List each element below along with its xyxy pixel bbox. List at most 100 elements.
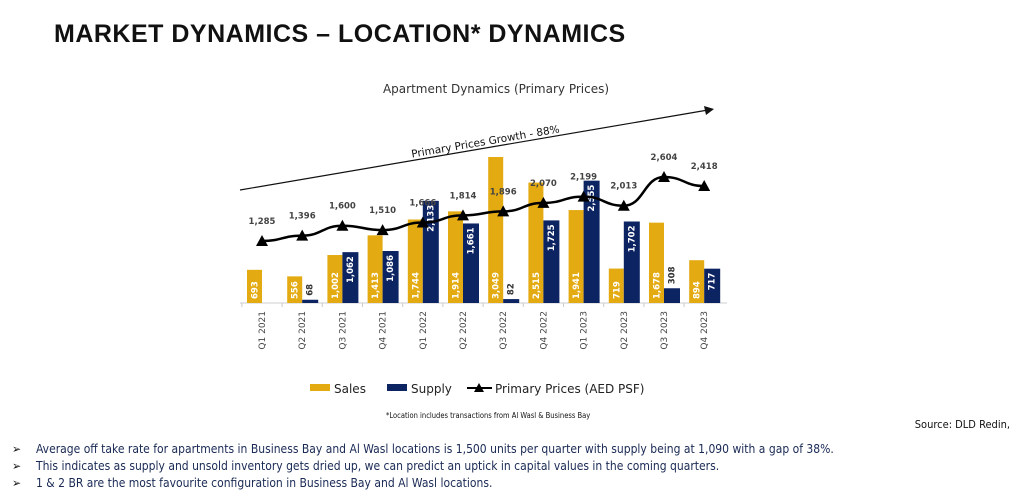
legend-swatch-sales	[310, 384, 330, 391]
supply-bar	[302, 299, 319, 303]
arrow-bullet-icon: ➢	[12, 442, 22, 456]
price-data-label: 1,600	[329, 202, 356, 212]
sales-bar	[689, 260, 705, 303]
bullet-item: ➢ Average off take rate for apartments in…	[12, 441, 834, 458]
x-tick-label: Q1 2021	[258, 311, 268, 350]
sales-data-label: 1,678	[653, 272, 663, 299]
arrow-bullet-icon: ➢	[12, 459, 22, 473]
price-data-label: 1,285	[249, 217, 276, 227]
supply-bar	[503, 299, 520, 303]
supply-bar	[543, 220, 560, 303]
sales-bar	[327, 255, 343, 303]
sales-data-label: 556	[291, 281, 301, 299]
bullet-text: Average off take rate for apartments in …	[36, 442, 834, 456]
x-tick-label: Q1 2023	[580, 311, 590, 350]
price-marker-triangle-icon	[376, 224, 389, 236]
sales-bar	[407, 219, 423, 303]
price-data-label: 1,510	[369, 206, 396, 216]
price-data-label: 1,666	[409, 199, 436, 209]
legend-label-supply: Supply	[411, 382, 452, 396]
supply-data-label: 1,086	[386, 255, 396, 282]
sales-data-label: 2,515	[532, 272, 542, 299]
supply-data-label: 1,725	[547, 224, 557, 251]
supply-data-label: 2,133	[426, 205, 436, 232]
sales-data-label: 1,941	[572, 272, 582, 299]
supply-data-label: 308	[668, 266, 678, 284]
supply-bar	[623, 221, 640, 303]
sales-data-label: 894	[693, 281, 703, 299]
x-tick-label: Q2 2023	[620, 311, 630, 350]
sales-data-label: 1,744	[411, 272, 421, 299]
x-tick-label: Q3 2023	[660, 311, 670, 350]
supply-bar	[382, 250, 399, 303]
price-marker-triangle-icon	[296, 229, 309, 241]
chart-title: Apartment Dynamics (Primary Prices)	[383, 82, 609, 96]
price-data-label: 1,896	[490, 187, 517, 197]
price-marker-triangle-icon	[698, 180, 711, 192]
x-tick-label: Q4 2023	[700, 311, 710, 350]
price-marker-triangle-icon	[658, 171, 670, 183]
bullet-item: ➢ This indicates as supply and unsold inv…	[12, 458, 834, 475]
x-tick-label: Q4 2021	[379, 311, 389, 350]
price-marker-triangle-icon	[416, 216, 429, 228]
sales-bar	[287, 276, 303, 303]
arrow-bullet-icon: ➢	[12, 476, 22, 490]
sales-data-label: 3,049	[492, 272, 502, 299]
price-data-label: 2,199	[570, 173, 597, 183]
x-tick-label: Q1 2022	[419, 311, 429, 350]
price-data-label: 2,418	[691, 162, 718, 172]
price-marker-triangle-icon	[497, 205, 510, 217]
price-data-label: 1,814	[450, 191, 477, 201]
bullet-item: ➢ 1 & 2 BR are the most favourite configu…	[12, 475, 834, 492]
sales-bar	[568, 210, 584, 303]
supply-data-label: 1,702	[627, 225, 637, 252]
price-marker-triangle-icon	[537, 196, 550, 208]
x-tick-label: Q3 2022	[499, 311, 509, 350]
sales-data-label: 719	[612, 281, 622, 299]
footnote: *Location includes transactions from Al …	[386, 411, 591, 420]
growth-arrow-head-icon	[704, 106, 714, 115]
supply-data-label: 82	[507, 283, 517, 295]
legend-triangle-icon	[474, 383, 484, 392]
legend-label-price: Primary Prices (AED PSF)	[495, 382, 645, 396]
sales-data-label: 693	[251, 281, 261, 299]
supply-bar	[704, 268, 721, 303]
price-marker-triangle-icon	[577, 190, 590, 202]
sales-bar	[488, 157, 504, 303]
price-marker-triangle-icon	[457, 209, 469, 221]
price-marker-triangle-icon	[256, 235, 268, 246]
sales-bar	[649, 222, 664, 303]
x-tick-label: Q3 2021	[338, 311, 348, 350]
sales-bar	[247, 269, 262, 303]
sales-bar	[608, 268, 624, 303]
supply-bar	[463, 223, 479, 303]
x-tick-label: Q4 2022	[539, 311, 549, 350]
growth-arrow-line	[239, 109, 709, 191]
supply-data-label: 717	[708, 273, 718, 291]
sales-bar	[448, 211, 463, 303]
sales-data-label: 1,002	[331, 272, 341, 299]
growth-annotation: Primary Prices Growth - 88%	[410, 123, 560, 160]
price-data-label: 2,070	[530, 179, 557, 189]
price-marker-triangle-icon	[336, 219, 349, 231]
source-note: Source: DLD Redin,	[914, 418, 1010, 431]
sales-bar	[528, 182, 544, 303]
supply-data-label: 68	[306, 284, 316, 296]
sales-data-label: 1,914	[452, 272, 462, 299]
bullet-text: This indicates as supply and unsold inve…	[36, 459, 720, 473]
supply-data-label: 1,062	[346, 256, 356, 283]
price-data-label: 2,013	[610, 182, 637, 192]
supply-data-label: 1,661	[467, 227, 477, 254]
bullet-list: ➢ Average off take rate for apartments in…	[12, 441, 834, 492]
x-tick-label: Q2 2022	[459, 311, 469, 350]
legend-label-sales: Sales	[334, 382, 366, 396]
legend-swatch-supply	[387, 384, 407, 391]
page-title: MARKET DYNAMICS – LOCATION* DYNAMICS	[54, 20, 626, 48]
price-data-label: 1,396	[289, 212, 316, 222]
supply-bar	[664, 288, 680, 303]
supply-bar	[342, 252, 359, 303]
price-marker-triangle-icon	[617, 199, 630, 211]
x-tick-label: Q2 2021	[298, 311, 308, 350]
sales-data-label: 1,413	[371, 272, 381, 299]
